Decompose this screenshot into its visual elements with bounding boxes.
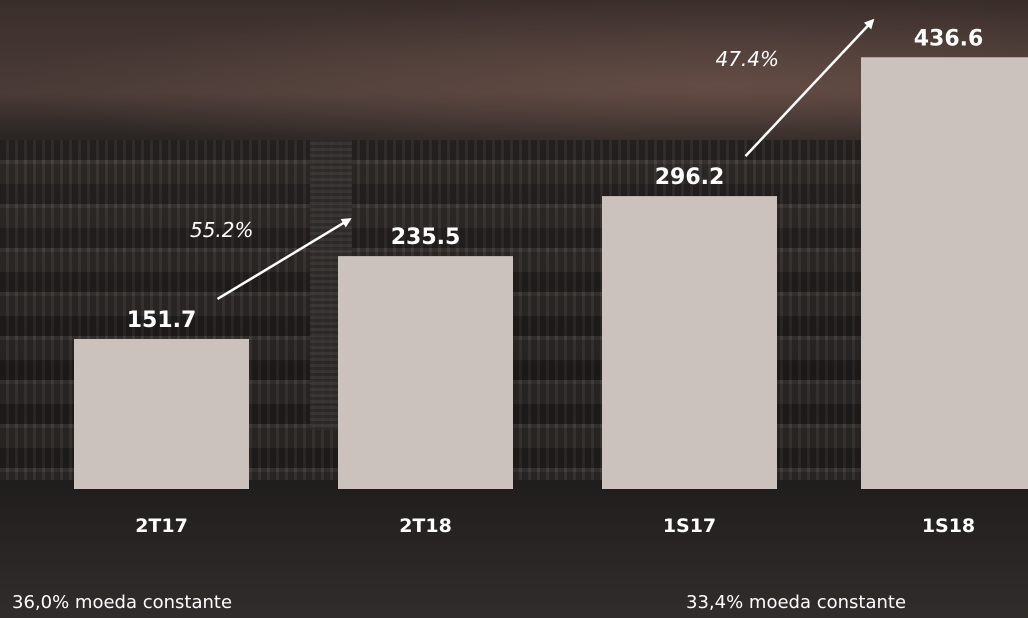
bar-2t17: [74, 338, 249, 489]
category-label-1s18: 1S18: [922, 515, 975, 537]
value-label-1s17: 296.2: [655, 165, 725, 190]
growth-arrow-1: [216, 218, 352, 301]
bar-1s17: [602, 196, 777, 489]
category-label-2t17: 2T17: [135, 515, 188, 537]
background-floor: [0, 480, 1028, 618]
value-label-2t18: 235.5: [391, 225, 461, 250]
bar-1s18: [861, 57, 1028, 490]
footnote-right: 33,4% moeda constante: [686, 592, 907, 613]
background-ceiling-light: [0, 0, 1028, 140]
growth-label-2: 47.4%: [715, 47, 779, 71]
growth-label-1: 55.2%: [190, 218, 254, 242]
value-label-2t17: 151.7: [127, 308, 197, 333]
category-label-1s17: 1S17: [663, 515, 716, 537]
category-label-2t18: 2T18: [399, 515, 452, 537]
bar-2t18: [338, 256, 513, 489]
growth-arrow-2: [744, 18, 875, 157]
footnote-left: 36,0% moeda constante: [12, 592, 233, 613]
value-label-1s18: 436.6: [914, 26, 984, 51]
